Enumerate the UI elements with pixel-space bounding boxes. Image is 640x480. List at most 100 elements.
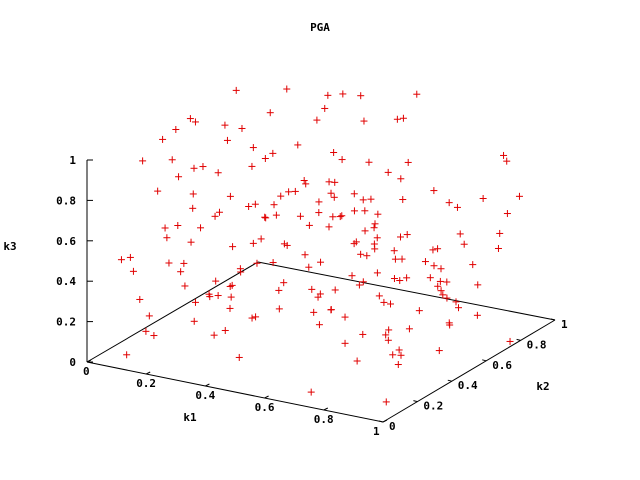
data-point (129, 267, 137, 275)
data-point (396, 277, 404, 285)
data-point (430, 262, 438, 270)
data-point (375, 292, 383, 300)
data-point (382, 331, 390, 339)
data-point (437, 287, 445, 295)
data-point (399, 114, 407, 122)
data-point (404, 158, 412, 166)
data-point (180, 259, 188, 267)
data-point (245, 203, 253, 211)
z-axis-ticks: 0 0.2 0.4 0.6 0.8 1 (56, 154, 93, 369)
data-point (374, 210, 382, 218)
data-point (186, 115, 194, 123)
z-tick-label: 1 (69, 154, 76, 167)
data-point (398, 255, 406, 263)
data-point (313, 116, 321, 124)
data-point (275, 305, 283, 313)
data-point (403, 231, 411, 239)
data-point (445, 319, 453, 327)
data-point (280, 279, 288, 287)
data-point (226, 282, 234, 290)
data-point (395, 346, 403, 354)
data-point (460, 240, 468, 248)
data-point (382, 398, 390, 406)
data-point (226, 192, 234, 200)
y-axis-label: k2 (536, 380, 549, 393)
y-axis-line (382, 319, 556, 423)
data-point (329, 213, 337, 221)
data-point (189, 190, 197, 198)
data-point (430, 187, 438, 195)
data-point (456, 230, 464, 238)
data-point (384, 336, 392, 344)
data-point (357, 250, 365, 258)
data-point (190, 317, 198, 325)
data-point (325, 178, 333, 186)
data-point (479, 194, 487, 202)
data-point (300, 177, 308, 185)
data-point (249, 144, 257, 152)
z-tick-label: 0.6 (56, 235, 76, 248)
data-point (237, 268, 245, 276)
data-point (434, 282, 442, 290)
data-point (348, 272, 356, 280)
data-point (272, 211, 280, 219)
data-point (189, 204, 197, 212)
data-point (390, 275, 398, 283)
data-point (373, 269, 381, 277)
data-point (341, 313, 349, 321)
data-point (283, 85, 291, 93)
data-point (126, 253, 134, 261)
data-point (359, 330, 367, 338)
data-point (327, 306, 335, 314)
data-point (338, 212, 346, 220)
z-tick-label: 0.4 (56, 275, 76, 288)
data-point (437, 265, 445, 273)
data-point (212, 277, 220, 285)
data-point (445, 199, 453, 207)
data-point (439, 291, 447, 299)
data-point (390, 247, 398, 255)
data-point (123, 351, 131, 359)
data-point (294, 141, 302, 149)
z-tick-label: 0.2 (56, 316, 76, 329)
data-point (397, 351, 405, 359)
data-point (308, 285, 316, 293)
data-point (232, 86, 240, 94)
data-point (353, 357, 361, 365)
data-point (270, 201, 278, 209)
data-point (397, 175, 405, 183)
data-point (206, 293, 214, 301)
y-tick-label: 0.2 (423, 400, 443, 413)
data-point (191, 298, 199, 306)
x-axis-ticks: 0 0.2 0.4 0.6 0.8 1 (83, 359, 388, 438)
data-point (172, 125, 180, 133)
data-point (315, 198, 323, 206)
data-point (503, 157, 511, 165)
y-tick-mark (516, 338, 521, 341)
data-point (191, 118, 199, 126)
data-point (136, 295, 144, 303)
x-tick-mark (382, 419, 388, 423)
data-point (515, 192, 523, 200)
data-point (367, 195, 375, 203)
data-point (296, 212, 304, 220)
data-point (421, 258, 429, 266)
data-point (341, 339, 349, 347)
data-point (336, 213, 344, 221)
data-point (373, 234, 381, 242)
x-tick-mark (205, 383, 210, 387)
data-point (210, 331, 218, 339)
data-point (139, 157, 147, 165)
data-point (330, 149, 338, 157)
x-tick-label: 0.6 (255, 401, 275, 414)
data-point (285, 188, 293, 196)
data-point (359, 278, 367, 286)
x-tick-label: 0 (83, 365, 90, 378)
data-point (229, 243, 237, 251)
data-point (355, 281, 363, 289)
data-point (269, 149, 277, 157)
data-point (223, 136, 231, 144)
data-point (221, 121, 229, 129)
data-point (150, 332, 158, 340)
